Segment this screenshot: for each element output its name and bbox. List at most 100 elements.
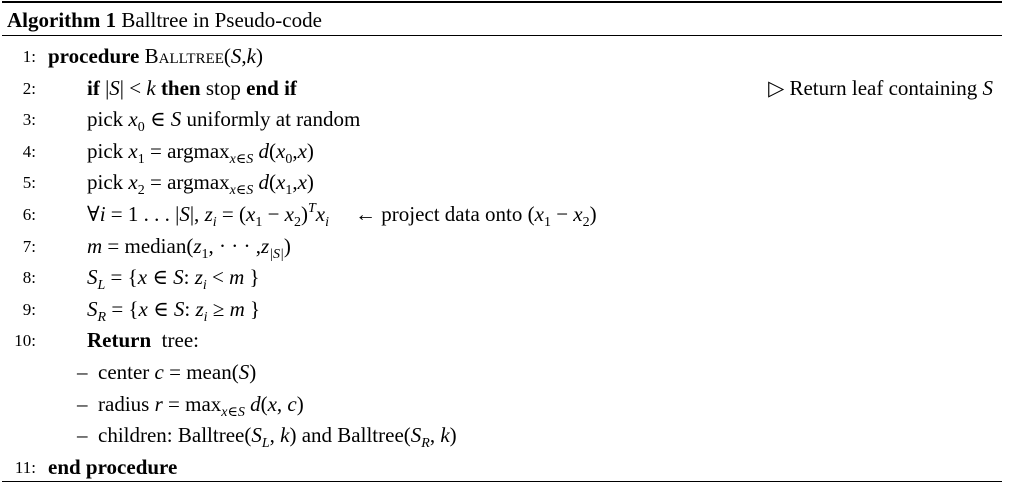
code-token: R [421,436,430,452]
code-token: m [229,265,245,290]
code-token: x [276,138,286,163]
code-token: ( [269,138,276,163]
code-token: S [109,75,120,100]
algorithm-title: Balltree in Pseudo-code [116,8,322,32]
code-token: 2 [582,214,590,230]
code-token: S [87,265,98,290]
code-token: d [258,170,270,195]
code-token: ) [300,201,308,226]
code-token: x∈S [229,151,254,167]
code-token: | [99,75,110,100]
code-token: tree: [151,328,199,353]
inline-comment: ← project data onto (x1 − x2) [355,201,597,230]
line-code: – radius r = maxx∈S d(x, c) [77,389,304,421]
algorithm-line: 8: SL = {x ∈ S: zi < m } [0,262,1009,294]
line-code: Return tree: [87,325,199,357]
code-token: x [315,201,326,226]
code-token: ) [296,391,304,416]
code-token: R [97,309,107,325]
code-token: x [573,201,583,226]
line-number: 4: [22,141,36,161]
line-code: end procedure [48,452,177,484]
code-token: i [212,214,217,230]
code-token: S [87,296,98,321]
code-token: – center [77,359,155,384]
code-token: ) and Balltree( [289,423,411,448]
code-token: 0 [137,120,145,136]
line-number: 1: [22,47,36,66]
line-code: pick x1 = argmaxx∈S d(x0,x) [87,136,314,168]
code-token: 1 [201,246,209,262]
code-token: x [534,201,544,226]
line-code: – children: Balltree(SL, k ) and Balltree… [77,420,457,452]
code-token: 1 [255,214,263,230]
code-token: procedure [48,44,140,68]
code-token: : [183,265,195,290]
code-token: = mean( [163,359,239,384]
code-token: 2 [293,214,301,230]
code-token: x [297,170,307,195]
code-token: i [99,201,106,226]
code-token: , [269,423,281,448]
code-token: k [440,423,450,448]
code-token: L [97,278,106,294]
algorithm-line: 3: pick x0 ∈ S uniformly at random [0,104,1009,136]
code-token: i [325,214,329,230]
code-token: | < [119,75,147,100]
algorithm-line: – children: Balltree(SL, k ) and Balltree… [0,420,1009,452]
algorithm-line: 1: procedure Balltree(S,k) [0,41,1009,73]
code-token: = argmax [144,138,230,163]
code-token: x [128,107,138,132]
code-token: S [238,359,250,384]
code-token: ) [449,423,457,448]
code-token: x [138,296,148,321]
code-token: ) [283,233,291,258]
line-code: – center c = mean(S) [77,357,256,389]
line-code: pick x2 = argmaxx∈S d(x1,x) [87,167,314,199]
algorithm-line: 9: SR = {x ∈ S: zi ≥ m } [0,294,1009,326]
line-number: 7: [22,236,36,256]
code-token: then [155,75,201,100]
code-token: 1 [543,214,551,230]
algorithm-line: 10: Return tree: [0,325,1009,357]
code-token: pick [87,170,129,195]
code-token: S [170,107,182,132]
line-number: 8: [22,268,36,288]
code-token: ▷ Return leaf containing [768,75,983,100]
code-token: , [276,391,288,416]
code-token: } [244,296,261,321]
code-token: ) [249,359,257,384]
code-token: x [297,138,307,163]
code-token: , [292,138,298,163]
code-token: = max [162,391,222,416]
code-token: − [550,201,574,226]
code-token: – radius [77,391,155,416]
code-token: i [202,278,207,294]
code-token: i [203,309,208,325]
code-token: : [184,296,196,321]
code-token: – children: Balltree( [77,423,252,448]
algorithm-line: 4: pick x1 = argmaxx∈S d(x0,x) [0,136,1009,168]
bottom-rule [2,481,1002,482]
code-token: , [241,44,247,68]
line-code: if |S| < k then stop end if [87,73,297,105]
line-comment: ▷ Return leaf containing S [768,73,993,105]
code-token: uniformly at random [181,107,361,132]
code-token: ∈ [147,296,174,321]
code-token: |S| [269,246,284,262]
algorithm-line: 2: if |S| < k then stop end if ▷ Return le… [0,73,1009,105]
code-token: z [261,233,270,258]
code-token: x [128,138,138,163]
code-token: Return [87,328,152,353]
code-token: S [251,423,262,448]
code-token: z [194,265,203,290]
line-number: 6: [22,204,36,224]
code-token: r [154,391,163,416]
code-token: 1 [137,151,145,167]
code-token: d [258,138,270,163]
code-token: = ( [216,201,246,226]
code-token: = median( [102,233,194,258]
line-code: procedure Balltree(S,k) [48,41,263,73]
code-token: L [261,436,270,452]
line-number: 9: [22,299,36,319]
